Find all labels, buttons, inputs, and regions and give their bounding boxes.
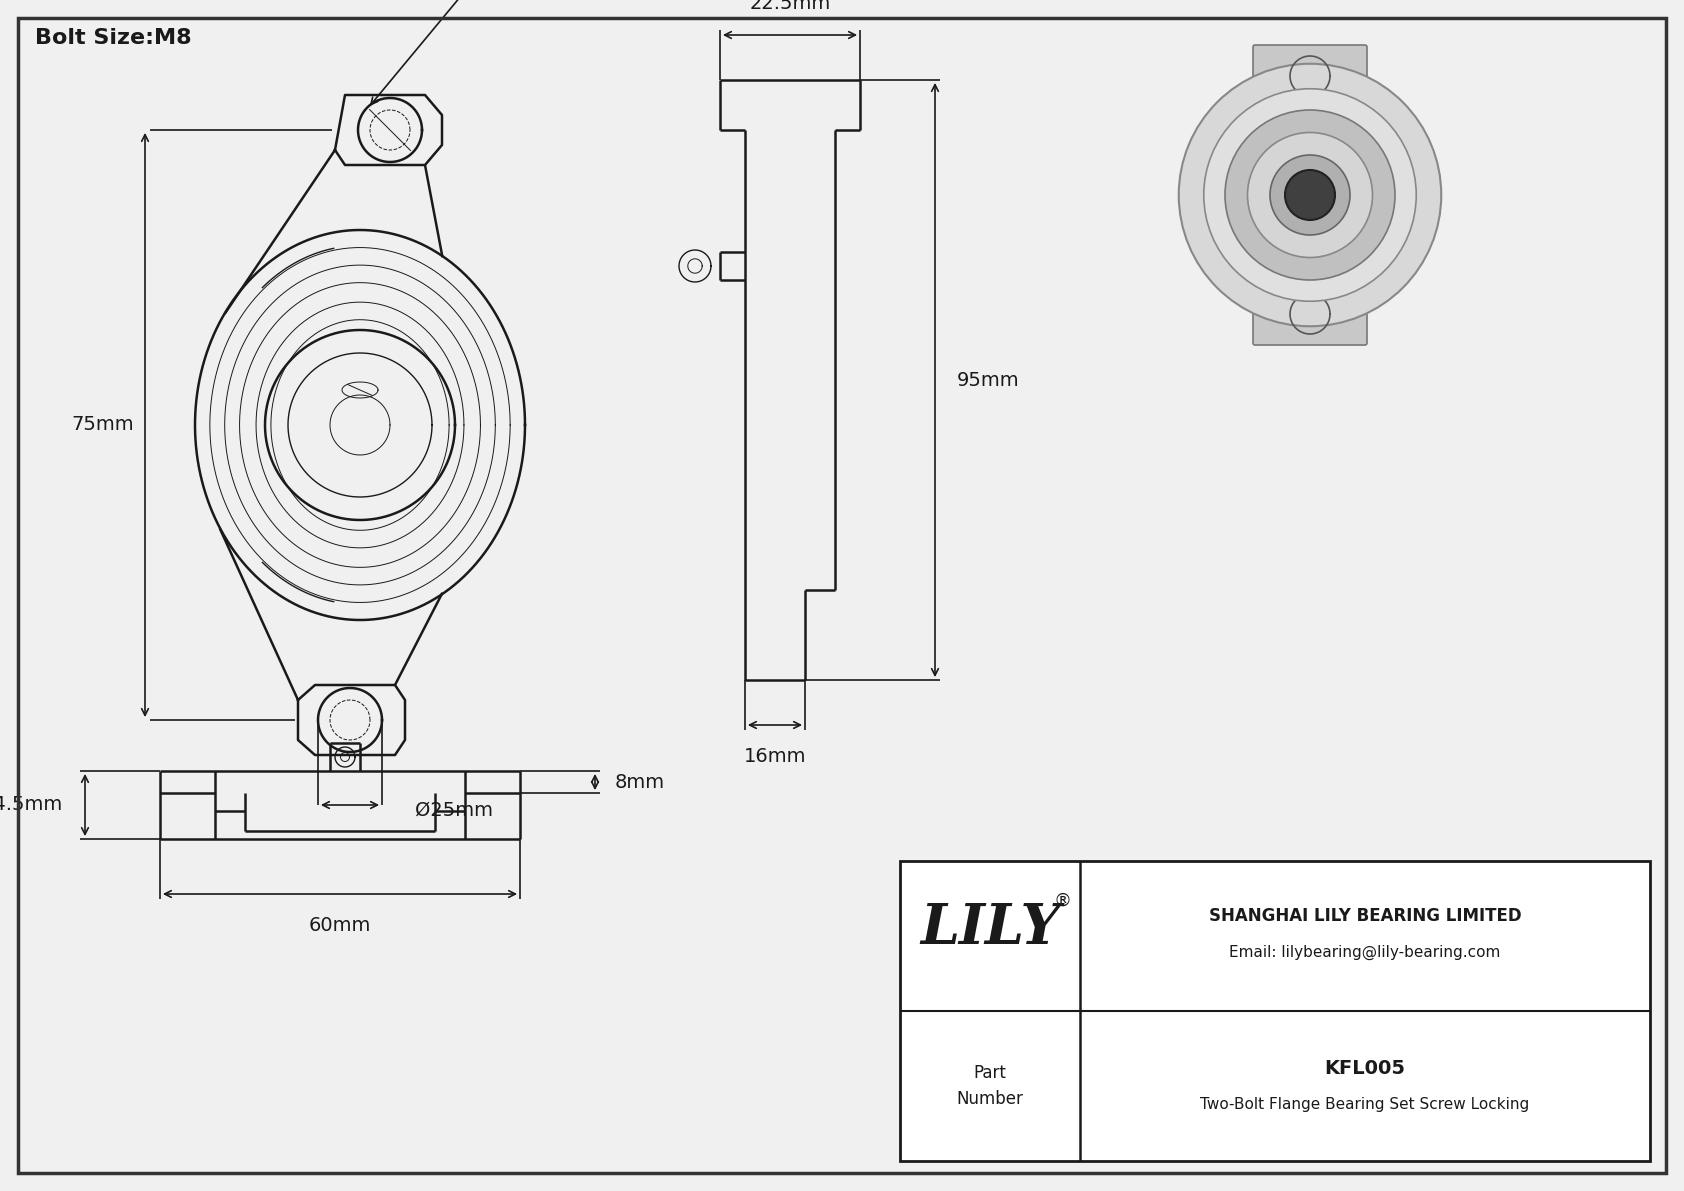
Circle shape	[1270, 155, 1351, 235]
Text: 60mm: 60mm	[308, 916, 370, 935]
Text: 95mm: 95mm	[957, 370, 1019, 389]
Circle shape	[1248, 132, 1372, 257]
Text: 75mm: 75mm	[72, 416, 135, 435]
Circle shape	[1285, 170, 1335, 220]
Circle shape	[1224, 110, 1394, 280]
Text: ®: ®	[1052, 892, 1071, 910]
Text: KFL005: KFL005	[1325, 1059, 1406, 1078]
Text: LILY: LILY	[919, 900, 1059, 955]
Bar	[899, 861, 1650, 1161]
Text: 8mm: 8mm	[615, 773, 665, 792]
Circle shape	[1204, 89, 1416, 301]
Text: Part
Number: Part Number	[957, 1064, 1024, 1108]
Text: SHANGHAI LILY BEARING LIMITED: SHANGHAI LILY BEARING LIMITED	[1209, 908, 1521, 925]
Text: Bolt Size:M8: Bolt Size:M8	[35, 29, 192, 48]
Text: 22.5mm: 22.5mm	[749, 0, 830, 13]
FancyBboxPatch shape	[1253, 45, 1367, 107]
Text: Ø25mm: Ø25mm	[414, 800, 493, 819]
Ellipse shape	[1179, 64, 1442, 326]
Text: 24.5mm: 24.5mm	[0, 796, 62, 815]
Text: Two-Bolt Flange Bearing Set Screw Locking: Two-Bolt Flange Bearing Set Screw Lockin…	[1201, 1097, 1529, 1111]
Text: 16mm: 16mm	[744, 747, 807, 766]
Text: Email: lilybearing@lily-bearing.com: Email: lilybearing@lily-bearing.com	[1229, 944, 1500, 960]
FancyBboxPatch shape	[1253, 283, 1367, 345]
